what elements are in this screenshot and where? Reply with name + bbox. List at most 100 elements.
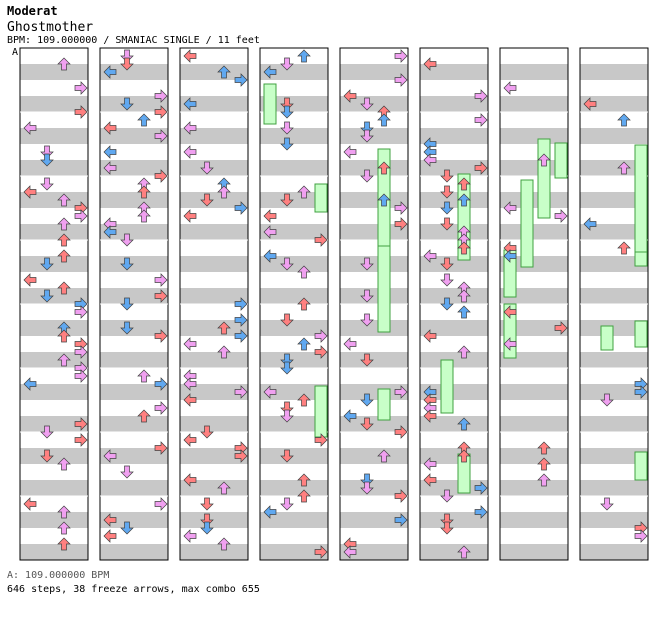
beat-band bbox=[180, 128, 248, 144]
beat-band bbox=[420, 512, 488, 528]
left-arrow-icon bbox=[503, 81, 517, 95]
down-arrow-icon bbox=[200, 497, 214, 511]
up-arrow-icon bbox=[137, 113, 151, 127]
left-arrow-icon bbox=[183, 145, 197, 159]
left-arrow-icon bbox=[503, 201, 517, 215]
right-arrow-icon bbox=[474, 89, 488, 103]
beat-band bbox=[580, 320, 648, 336]
left-arrow-icon bbox=[263, 209, 277, 223]
beat-band bbox=[580, 544, 648, 560]
up-arrow-icon bbox=[57, 193, 71, 207]
left-arrow-icon bbox=[263, 65, 277, 79]
left-arrow-icon bbox=[423, 249, 437, 263]
right-arrow-icon bbox=[234, 73, 248, 87]
beat-band bbox=[340, 448, 408, 464]
down-arrow-icon bbox=[280, 497, 294, 511]
beat-band bbox=[580, 480, 648, 496]
left-arrow-icon bbox=[343, 409, 357, 423]
right-arrow-icon bbox=[154, 441, 168, 455]
down-arrow-icon bbox=[200, 193, 214, 207]
beat-band bbox=[340, 512, 408, 528]
beat-band bbox=[500, 448, 568, 464]
right-arrow-icon bbox=[154, 273, 168, 287]
beat-band bbox=[420, 96, 488, 112]
beat-band bbox=[580, 384, 648, 400]
down-arrow-icon bbox=[360, 473, 374, 487]
freeze-arrow bbox=[634, 320, 648, 348]
beat-band bbox=[20, 224, 88, 240]
beat-band bbox=[20, 480, 88, 496]
beat-band bbox=[340, 96, 408, 112]
beat-band bbox=[260, 224, 328, 240]
beat-band bbox=[20, 416, 88, 432]
beat-band bbox=[180, 352, 248, 368]
left-arrow-icon bbox=[183, 473, 197, 487]
beat-band bbox=[180, 288, 248, 304]
down-arrow-icon bbox=[120, 521, 134, 535]
beat-band bbox=[100, 416, 168, 432]
left-arrow-icon bbox=[343, 545, 357, 559]
freeze-arrow bbox=[440, 359, 454, 414]
up-arrow-icon bbox=[57, 329, 71, 343]
right-arrow-icon bbox=[314, 545, 328, 559]
left-arrow-icon bbox=[343, 89, 357, 103]
right-arrow-icon bbox=[394, 489, 408, 503]
right-arrow-icon bbox=[74, 209, 88, 223]
left-arrow-icon bbox=[263, 385, 277, 399]
right-arrow-icon bbox=[234, 297, 248, 311]
up-arrow-icon bbox=[377, 449, 391, 463]
beat-band bbox=[20, 448, 88, 464]
down-arrow-icon bbox=[360, 417, 374, 431]
down-arrow-icon bbox=[120, 49, 134, 63]
up-arrow-icon bbox=[57, 537, 71, 551]
beat-band bbox=[180, 256, 248, 272]
right-arrow-icon bbox=[394, 217, 408, 231]
down-arrow-icon bbox=[360, 169, 374, 183]
up-arrow-icon bbox=[457, 345, 471, 359]
freeze-arrow bbox=[377, 388, 391, 421]
beat-band bbox=[500, 256, 568, 272]
down-arrow-icon bbox=[120, 257, 134, 271]
measure-column bbox=[499, 47, 569, 561]
left-arrow-icon bbox=[183, 121, 197, 135]
down-arrow-icon bbox=[440, 185, 454, 199]
beat-band bbox=[20, 544, 88, 560]
left-arrow-icon bbox=[103, 529, 117, 543]
down-arrow-icon bbox=[40, 449, 54, 463]
beat-band bbox=[100, 352, 168, 368]
beat-band bbox=[180, 96, 248, 112]
beat-band bbox=[180, 448, 248, 464]
beat-band bbox=[260, 480, 328, 496]
beat-band bbox=[100, 544, 168, 560]
right-arrow-icon bbox=[474, 481, 488, 495]
right-arrow-icon bbox=[554, 209, 568, 223]
beat-band bbox=[420, 256, 488, 272]
beat-band bbox=[500, 64, 568, 80]
down-arrow-icon bbox=[40, 145, 54, 159]
freeze-arrow bbox=[554, 142, 568, 179]
down-arrow-icon bbox=[440, 201, 454, 215]
step-statistics: 646 steps, 38 freeze arrows, max combo 6… bbox=[7, 584, 260, 595]
beat-band bbox=[500, 192, 568, 208]
beat-band bbox=[180, 160, 248, 176]
right-arrow-icon bbox=[154, 105, 168, 119]
right-arrow-icon bbox=[634, 385, 648, 399]
up-arrow-icon bbox=[137, 409, 151, 423]
left-arrow-icon bbox=[343, 145, 357, 159]
right-arrow-icon bbox=[394, 425, 408, 439]
right-arrow-icon bbox=[74, 417, 88, 431]
up-arrow-icon bbox=[457, 545, 471, 559]
beat-band bbox=[580, 352, 648, 368]
measure-column bbox=[579, 47, 649, 561]
beat-band bbox=[340, 160, 408, 176]
beat-band bbox=[580, 64, 648, 80]
beat-band bbox=[100, 480, 168, 496]
left-arrow-icon bbox=[423, 457, 437, 471]
down-arrow-icon bbox=[40, 153, 54, 167]
beat-band bbox=[20, 160, 88, 176]
freeze-arrow bbox=[314, 385, 328, 438]
beat-band bbox=[580, 256, 648, 272]
up-arrow-icon bbox=[297, 473, 311, 487]
down-arrow-icon bbox=[280, 313, 294, 327]
beat-band bbox=[500, 320, 568, 336]
